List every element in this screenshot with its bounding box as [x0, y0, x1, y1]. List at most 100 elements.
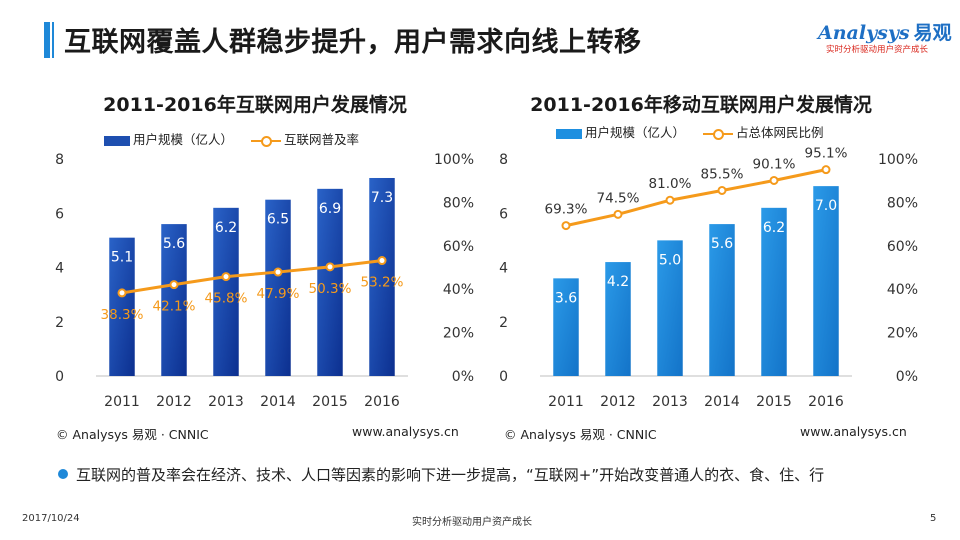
bar-value-label: 7.0: [815, 198, 837, 214]
x-tick-label: 2015: [312, 394, 348, 410]
line-point: [377, 256, 387, 266]
bar-value-label: 5.0: [659, 252, 681, 268]
y-tick-label: 0: [499, 369, 508, 385]
line-series: [121, 259, 383, 295]
legend-bar-label: 用户规模（亿人）: [133, 132, 234, 147]
y-tick-label: 8: [55, 152, 64, 168]
line-point: [169, 280, 179, 290]
y-tick-label: 4: [55, 261, 64, 277]
y-tick-label: 0: [55, 369, 64, 385]
line-value-label: 69.3%: [545, 202, 588, 218]
line-value-label: 90.1%: [753, 156, 796, 172]
x-tick-label: 2016: [808, 394, 844, 410]
y-tick-label: 2: [499, 315, 508, 331]
legend-line-swatch: [251, 135, 282, 147]
line-point: [273, 267, 283, 277]
line-value-label: 47.9%: [257, 286, 300, 302]
title-accent-bar-thin: [52, 22, 54, 58]
x-tick-label: 2011: [548, 394, 584, 410]
x-tick-label: 2014: [260, 394, 296, 410]
bar: [657, 240, 683, 376]
line-point: [717, 185, 727, 195]
bar: [553, 278, 579, 376]
line-value-label: 81.0%: [649, 176, 692, 192]
chart-legend: 用户规模（亿人） 互联网普及率: [104, 129, 359, 148]
x-tick-label: 2015: [756, 394, 792, 410]
bar: [709, 224, 735, 376]
bar-value-label: 7.3: [371, 190, 393, 206]
chart-website: www.analysys.cn: [352, 424, 459, 439]
page-title: 互联网覆盖人群稳步提升，用户需求向线上转移: [64, 27, 642, 58]
line-value-label: 45.8%: [205, 291, 248, 307]
legend-line-label: 互联网普及率: [284, 132, 360, 147]
line-point: [821, 165, 831, 175]
bar: [161, 224, 187, 376]
y2-tick-label: 60%: [443, 239, 474, 255]
summary-note-text: 互联网的普及率会在经济、技术、人口等因素的影响下进一步提高，“互联网+”开始改变…: [76, 466, 825, 484]
y2-tick-label: 0%: [452, 369, 474, 385]
chart-plot: 024680%20%40%60%80%100%3.620114.220125.0…: [499, 146, 918, 410]
x-tick-label: 2011: [104, 394, 140, 410]
line-value-label: 42.1%: [153, 299, 196, 315]
line-value-label: 50.3%: [309, 281, 352, 297]
bar-value-label: 5.1: [111, 250, 133, 266]
y2-tick-label: 40%: [887, 282, 918, 298]
brand-logo: Analysys 易观 实时分析驱动用户资产成长: [818, 18, 952, 58]
line-point: [769, 175, 779, 185]
logo-tagline: 实时分析驱动用户资产成长: [826, 45, 929, 55]
y-tick-label: 8: [499, 152, 508, 168]
y-tick-label: 6: [55, 206, 64, 222]
footer-date: 2017/10/24: [22, 513, 80, 524]
y-tick-label: 2: [55, 315, 64, 331]
bar: [265, 199, 291, 376]
bar: [605, 262, 631, 376]
bar-value-label: 6.5: [267, 212, 289, 228]
x-tick-label: 2012: [600, 394, 636, 410]
line-series: [565, 168, 827, 228]
chart-mobile-users: 2011-2016年移动互联网用户发展情况 用户规模（亿人） 占总体网民比例 0 2…: [476, 86, 926, 446]
chart-title: 2011-2016年移动互联网用户发展情况: [530, 94, 872, 116]
x-tick-label: 2016: [364, 394, 400, 410]
y2-tick-label: 40%: [443, 282, 474, 298]
bar-value-label: 3.6: [555, 290, 577, 306]
chart-plot: 024680%20%40%60%80%100%5.120115.620126.2…: [55, 152, 474, 410]
x-tick-label: 2014: [704, 394, 740, 410]
chart-credit: © Analysys 易观 · CNNIC: [504, 427, 657, 442]
bar: [369, 177, 395, 376]
y2-tick-label: 80%: [887, 195, 918, 211]
y2-tick-label: 80%: [443, 195, 474, 211]
y2-tick-label: 100%: [878, 152, 918, 168]
bar: [813, 186, 839, 376]
bar: [761, 207, 787, 376]
line-value-label: 95.1%: [805, 146, 848, 162]
bullet-dot-icon: [58, 469, 68, 479]
logo-wordmark: Analysys 易观: [818, 18, 952, 45]
legend-line-label: 占总体网民比例: [736, 125, 824, 140]
line-value-label: 53.2%: [361, 275, 404, 291]
bar-value-label: 5.6: [711, 236, 733, 252]
line-value-label: 38.3%: [101, 307, 144, 323]
y2-tick-label: 100%: [434, 152, 474, 168]
y2-tick-label: 0%: [896, 369, 918, 385]
chart-legend: 用户规模（亿人） 占总体网民比例: [556, 122, 824, 141]
chart-website: www.analysys.cn: [800, 424, 907, 439]
line-point: [561, 221, 571, 231]
line-point: [613, 209, 623, 219]
bar-value-label: 6.2: [763, 220, 785, 236]
x-tick-label: 2013: [208, 394, 244, 410]
line-point: [665, 195, 675, 205]
x-tick-label: 2013: [652, 394, 688, 410]
bar-value-label: 4.2: [607, 274, 629, 290]
bar-value-label: 5.6: [163, 236, 185, 252]
line-value-label: 85.5%: [701, 166, 744, 182]
logo-cn: 易观: [913, 22, 952, 44]
bar-value-label: 6.2: [215, 220, 237, 236]
line-value-label: 74.5%: [597, 190, 640, 206]
summary-note: 互联网的普及率会在经济、技术、人口等因素的影响下进一步提高，“互联网+”开始改变…: [58, 464, 824, 485]
legend-line-swatch: [703, 128, 734, 140]
line-point: [221, 272, 231, 282]
bar: [213, 207, 239, 376]
chart-credit: © Analysys 易观 · CNNIC: [56, 427, 209, 442]
bar: [317, 188, 343, 376]
y2-tick-label: 20%: [443, 326, 474, 342]
